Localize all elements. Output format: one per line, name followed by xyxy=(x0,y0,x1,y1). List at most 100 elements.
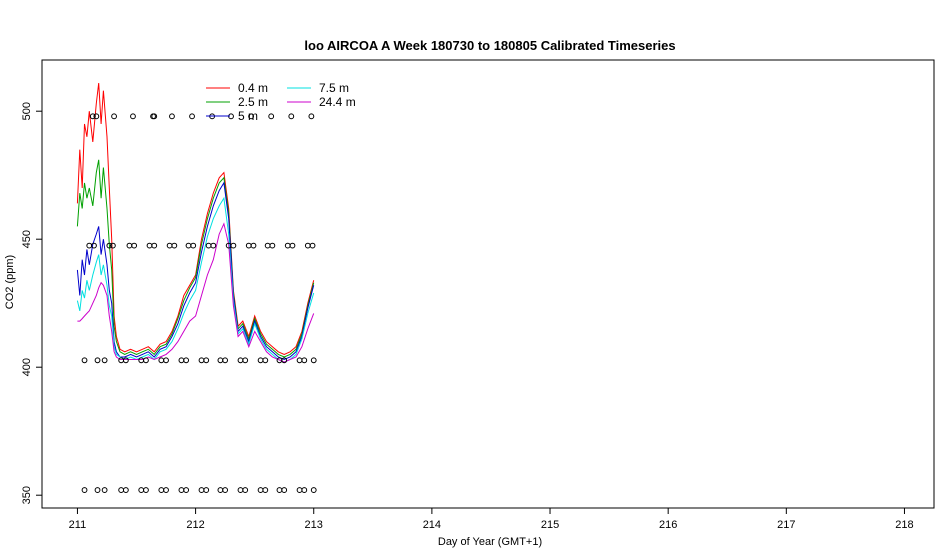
plot-area-frame xyxy=(41,59,935,509)
calibration-marker xyxy=(245,242,252,249)
calibration-marker xyxy=(281,357,288,364)
calibration-marker xyxy=(281,487,288,493)
calibration-marker xyxy=(257,487,264,493)
legend-label: 7.5 m xyxy=(319,81,349,95)
x-tick-label: 218 xyxy=(895,519,913,531)
calibration-marker xyxy=(185,242,192,249)
y-tick-label: 500 xyxy=(21,102,33,120)
calibration-marker xyxy=(250,242,257,249)
calibration-marker xyxy=(189,113,195,120)
calibration-marker xyxy=(296,357,303,364)
series-line-7-5-m-m xyxy=(76,196,315,363)
calibration-marker xyxy=(301,487,308,493)
calibration-marker xyxy=(257,357,264,364)
calibration-marker xyxy=(131,242,138,249)
calibration-marker xyxy=(91,242,97,249)
calibration-marker xyxy=(309,242,316,249)
series-line-0-4-m-m xyxy=(76,82,315,355)
calibration-marker xyxy=(126,242,133,249)
calibration-marker xyxy=(230,242,237,249)
calibration-marker xyxy=(284,242,291,249)
legend-label: 24.4 m xyxy=(319,95,356,109)
calibration-marker xyxy=(163,487,169,493)
calibration-marker xyxy=(163,357,169,364)
calibration-marker xyxy=(310,357,317,364)
calibration-marker xyxy=(109,242,116,249)
calibration-marker xyxy=(248,113,255,120)
calibration-marker xyxy=(146,242,153,249)
calibration-marker xyxy=(242,357,249,364)
calibration-marker xyxy=(158,357,165,364)
legend-label: 2.5 m xyxy=(238,95,268,109)
calibration-marker xyxy=(81,357,88,364)
calibration-marker xyxy=(178,357,185,364)
calibration-marker xyxy=(296,487,303,493)
calibration-marker xyxy=(130,113,136,120)
calibration-marker xyxy=(93,113,100,120)
calibration-marker xyxy=(198,487,205,493)
legend-label: 5 m xyxy=(238,109,258,123)
x-axis-label: Day of Year (GMT+1) xyxy=(438,536,542,548)
calibration-marker xyxy=(210,242,217,249)
calibration-marker xyxy=(310,487,317,493)
calibration-marker xyxy=(118,487,125,493)
calibration-marker xyxy=(81,487,88,493)
calibration-marker xyxy=(151,113,158,120)
x-tick-label: 217 xyxy=(777,519,795,531)
y-tick-label: 450 xyxy=(21,230,33,248)
calibration-marker xyxy=(166,242,173,249)
series-line-5-m-m xyxy=(76,181,315,361)
calibration-marker xyxy=(111,113,117,120)
calibration-marker xyxy=(262,487,269,493)
x-axis: 211 212 213 214 215 216 217 218 xyxy=(69,508,914,531)
calibration-marker xyxy=(101,487,108,493)
x-tick-label: 216 xyxy=(659,519,677,531)
series-line-24-4-m-m xyxy=(77,222,315,363)
x-tick-label: 211 xyxy=(69,519,87,531)
calibration-marker xyxy=(122,357,129,364)
legend-label: 0.4 m xyxy=(238,81,268,95)
calibration-marker xyxy=(101,357,108,364)
x-tick-label: 212 xyxy=(186,519,204,531)
calibration-marker xyxy=(122,487,129,493)
calibration-marker xyxy=(89,113,96,120)
calibration-marker xyxy=(237,357,244,364)
series-layer xyxy=(76,82,315,363)
calibration-marker xyxy=(118,357,125,364)
calibration-marker xyxy=(158,487,165,493)
calibration-marker xyxy=(264,242,271,249)
y-tick-label: 400 xyxy=(21,358,33,376)
calibration-marker xyxy=(301,357,308,364)
marker-layer xyxy=(81,113,317,493)
calibration-marker xyxy=(262,357,269,364)
calibration-marker xyxy=(304,242,311,249)
calibration-marker xyxy=(171,242,178,249)
calibration-marker xyxy=(190,242,197,249)
y-axis: 350 400 450 500 xyxy=(21,102,42,504)
calibration-marker xyxy=(269,242,276,249)
y-tick-label: 350 xyxy=(21,486,33,504)
calibration-marker xyxy=(268,113,275,120)
calibration-marker xyxy=(289,242,296,249)
calibration-marker xyxy=(242,487,249,493)
calibration-marker xyxy=(178,487,185,493)
x-tick-label: 213 xyxy=(305,519,323,531)
calibration-marker xyxy=(183,357,190,364)
calibration-marker xyxy=(217,357,224,364)
calibration-marker xyxy=(217,487,224,493)
calibration-marker xyxy=(237,487,244,493)
calibration-marker xyxy=(203,357,210,364)
x-tick-label: 215 xyxy=(541,519,559,531)
calibration-marker xyxy=(151,242,158,249)
calibration-marker xyxy=(169,113,175,120)
calibration-marker xyxy=(222,357,229,364)
legend: 0.4 m2.5 m5 m 7.5 m24.4 m xyxy=(206,81,356,123)
calibration-marker xyxy=(143,357,149,364)
y-axis-label: CO2 (ppm) xyxy=(4,255,16,309)
chart-title: loo AIRCOA A Week 180730 to 180805 Calib… xyxy=(304,38,675,53)
x-tick-label: 214 xyxy=(423,519,441,531)
calibration-marker xyxy=(205,242,212,249)
calibration-marker xyxy=(308,113,315,120)
